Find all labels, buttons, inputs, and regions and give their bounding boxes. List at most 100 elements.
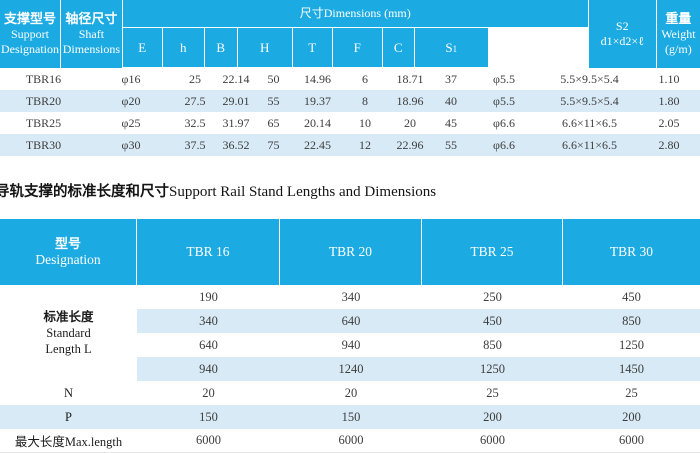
col-header-C: C [382, 28, 415, 67]
header-shaft-zh: 轴径尺寸 [65, 11, 118, 27]
cell-tbr16: 940 [137, 357, 280, 381]
cell-weight: 1.80 [658, 93, 680, 108]
designation-zh: 型号 [54, 235, 81, 251]
cell-tbr30: 450 [622, 289, 641, 304]
cell-F: 22.96 [396, 137, 424, 152]
col-header-H: H [237, 28, 293, 67]
cell-E: 25 [189, 71, 201, 86]
header-shaft-dimensions: 轴径尺寸 Shaft Dimensions [61, 0, 123, 68]
dimensions-table: 支撑型号 Support Designation 轴径尺寸 Shaft Dime… [0, 0, 700, 156]
lengths-table: 型号 Designation TBR 16 TBR 20 TBR 25 TBR … [0, 219, 700, 453]
table-row-tbr16: TBR16 φ16 25 22.14 50 14.96 6 18.71 37 φ… [0, 68, 700, 90]
cell-tbr16: 6000 [196, 433, 221, 447]
cell-tbr25: 250 [483, 289, 502, 304]
header-dimensions-group-title: 尺寸Dimensions (mm) [122, 0, 589, 28]
cell-C: 40 [445, 93, 457, 108]
cell-C: 37 [445, 71, 457, 86]
header-tbr16: TBR 16 [137, 219, 280, 285]
cell-tbr30: 1450 [563, 357, 700, 381]
cell-shaft: φ25 [121, 115, 141, 130]
cell-C: 55 [445, 137, 457, 152]
cell-T: 12 [359, 137, 371, 152]
cell-tbr20: 340 [341, 289, 361, 304]
length-row-2: 340 640 450 850 [0, 309, 700, 333]
cell-B: 55 [267, 93, 280, 108]
cell-weight: 2.05 [658, 115, 680, 130]
cell-tbr25: 200 [483, 409, 502, 424]
p-row: P 150 150 200 200 [0, 405, 700, 429]
cell-B: 50 [267, 71, 280, 86]
p-row-label: P [65, 409, 72, 424]
length-row-3: 640 940 850 1250 [0, 333, 700, 357]
header-support-en2: Designation [1, 41, 59, 56]
cell-tbr30: 1250 [619, 337, 644, 352]
cell-tbr30: 850 [563, 309, 700, 333]
header-support-zh: 支撑型号 [4, 11, 57, 27]
dims-group-label: 尺寸Dimensions (mm) [299, 6, 411, 21]
cell-weight: 2.80 [658, 137, 680, 152]
header-designation: 型号 Designation [0, 219, 137, 285]
header-shaft-en1: Shaft [78, 27, 105, 42]
cell-tbr20: 150 [341, 409, 361, 424]
cell-tbr25: 25 [486, 385, 499, 400]
cell-E: 27.5 [184, 93, 206, 108]
cell-h: 22.14 [222, 71, 250, 86]
cell-tbr16: 150 [199, 409, 218, 424]
cell-tbr25: 850 [483, 337, 502, 352]
col-header-B: B [204, 28, 238, 67]
cell-tbr25: 450 [422, 309, 563, 333]
cell-S2: 5.5×9.5×5.4 [560, 93, 619, 108]
max-length-row: 最大长度Max.length 6000 6000 6000 6000 [0, 429, 700, 453]
cell-F: 18.96 [396, 93, 424, 108]
col-header-E: E [122, 28, 163, 67]
cell-S1: φ6.6 [493, 115, 515, 130]
cell-tbr25: 1250 [422, 357, 563, 381]
header-tbr25: TBR 25 [422, 219, 563, 285]
header-shaft-en2: Dimensions [62, 41, 121, 56]
lengths-table-body: 标准长度 Standard Length L 190 340 250 450 3… [0, 285, 700, 453]
length-row-1: 190 340 250 450 [0, 285, 700, 309]
header-support-en1: Support [11, 27, 50, 42]
cell-S2: 6.6×11×6.5 [561, 137, 618, 152]
cell-F: 18.71 [396, 71, 424, 86]
cell-tbr30: 6000 [619, 433, 644, 447]
section-title: 导轨支撑的标准长度和尺寸Support Rail Stand Lengths a… [0, 156, 700, 219]
table-row-tbr20: TBR20 φ20 27.5 29.01 55 19.37 8 18.96 40… [0, 90, 700, 112]
cell-tbr20: 640 [280, 309, 422, 333]
cell-tbr16: 340 [137, 309, 280, 333]
cell-tbr25: 6000 [480, 433, 505, 447]
cell-E: 32.5 [184, 115, 206, 130]
s1-base: S [445, 39, 453, 55]
std-label-en1: Standard [46, 325, 91, 340]
cell-B: 65 [267, 115, 280, 130]
cell-C: 45 [445, 115, 457, 130]
cell-S2: 6.6×11×6.5 [561, 115, 618, 130]
cell-T: 6 [362, 71, 368, 86]
cell-model: TBR30 [25, 137, 62, 152]
weight-en: Weight [661, 27, 696, 42]
std-label-zh: 标准长度 [43, 309, 94, 324]
cell-shaft: φ30 [121, 137, 141, 152]
cell-S1: φ5.5 [493, 93, 515, 108]
cell-weight: 1.10 [658, 71, 680, 86]
header-support-designation: 支撑型号 Support Designation [0, 0, 62, 68]
dimensions-table-header: 支撑型号 Support Designation 轴径尺寸 Shaft Dime… [0, 0, 700, 68]
length-row-4: 940 1240 1250 1450 [0, 357, 700, 381]
cell-F: 20 [404, 115, 416, 130]
cell-H: 20.14 [304, 115, 331, 130]
cell-tbr20: 1240 [280, 357, 422, 381]
weight-unit: (g/m) [665, 41, 692, 56]
cell-tbr30: 25 [625, 385, 638, 400]
lengths-table-header: 型号 Designation TBR 16 TBR 20 TBR 25 TBR … [0, 219, 700, 285]
cell-tbr20: 20 [344, 385, 358, 400]
col-header-T: T [292, 28, 333, 67]
cell-model: TBR25 [25, 115, 62, 130]
cell-H: 19.37 [304, 93, 331, 108]
cell-S2: 5.5×9.5×5.4 [560, 71, 619, 86]
col-header-h: h [162, 28, 205, 67]
n-row: N 20 20 25 25 [0, 381, 700, 405]
section-title-zh: 导轨支撑的标准长度和尺寸 [0, 184, 169, 200]
